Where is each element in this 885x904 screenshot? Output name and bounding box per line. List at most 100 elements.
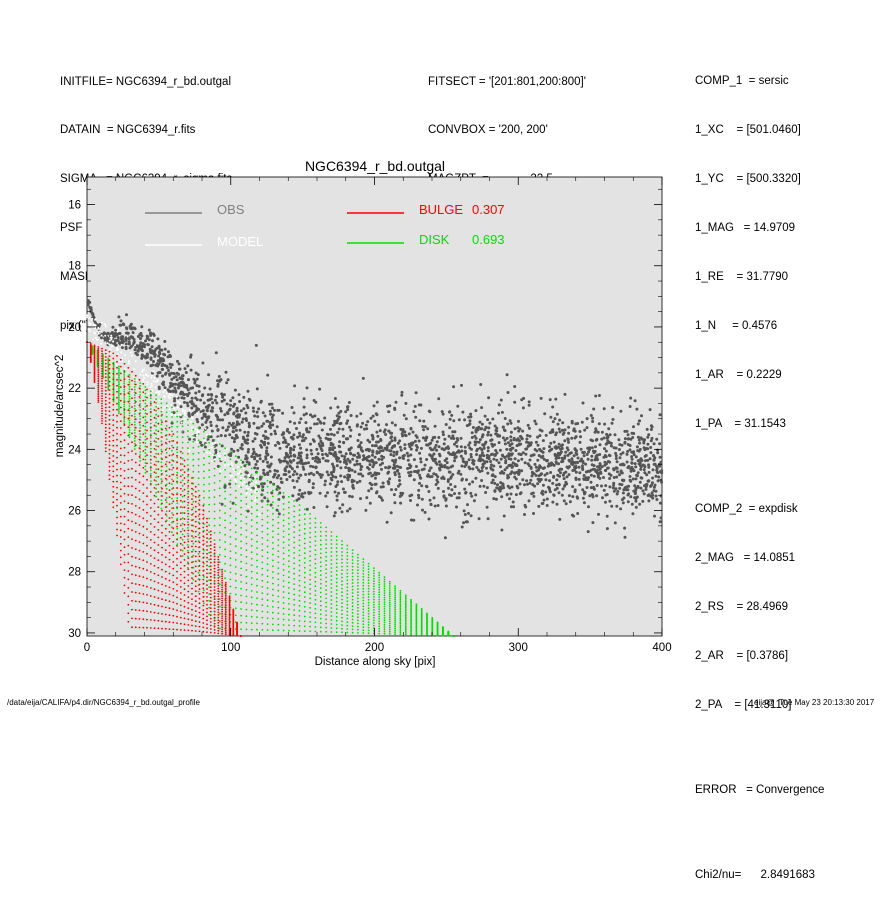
- disk-point: [224, 490, 227, 493]
- obs-point: [343, 490, 346, 494]
- obs-point: [261, 488, 265, 492]
- model-point: [192, 440, 195, 443]
- bulge-point: [93, 376, 96, 379]
- bulge-point: [101, 422, 103, 425]
- bulge-point: [104, 450, 107, 453]
- obs-point: [277, 498, 281, 501]
- obs-point: [527, 426, 531, 430]
- obs-point: [539, 473, 543, 477]
- disk-point: [452, 635, 455, 637]
- obs-point: [507, 464, 511, 467]
- obs-point: [247, 461, 251, 465]
- bulge-point: [89, 359, 92, 362]
- obs-point: [371, 450, 375, 454]
- disk-point: [309, 513, 311, 515]
- disk-point: [133, 421, 136, 423]
- disk-point: [234, 469, 237, 471]
- bulge-point: [172, 601, 175, 604]
- disk-point: [181, 555, 184, 557]
- obs-point: [603, 463, 607, 467]
- obs-point: [359, 465, 363, 469]
- obs-point: [353, 470, 357, 474]
- obs-point: [557, 427, 561, 431]
- disk-point: [91, 351, 94, 354]
- model-point: [150, 389, 153, 392]
- obs-point: [295, 465, 299, 469]
- disk-point: [341, 624, 343, 626]
- obs-point: [346, 478, 350, 482]
- obs-point: [377, 446, 381, 450]
- disk-point: [149, 444, 152, 446]
- obs-point: [408, 466, 412, 470]
- disk-point: [394, 619, 396, 622]
- obs-point: [364, 423, 368, 427]
- disk-point: [102, 365, 104, 368]
- disk-point: [426, 630, 428, 633]
- obs-point: [582, 450, 586, 454]
- obs-point: [193, 434, 197, 437]
- obs-point: [235, 409, 239, 413]
- obs-point: [237, 422, 241, 426]
- obs-point: [380, 458, 384, 461]
- obs-point: [626, 450, 630, 453]
- disk-point: [309, 578, 311, 581]
- obs-point: [529, 467, 533, 470]
- obs-point: [620, 498, 624, 502]
- disk-point: [351, 555, 354, 558]
- disk-point: [436, 623, 439, 625]
- disk-point: [447, 632, 450, 634]
- disk-point: [351, 621, 354, 624]
- disk-point: [155, 394, 158, 397]
- disk-point: [218, 457, 221, 460]
- obs-point: [273, 472, 277, 476]
- disk-point: [426, 623, 428, 626]
- obs-point: [174, 382, 178, 386]
- obs-point: [543, 473, 547, 477]
- obs-point: [611, 406, 615, 409]
- obs-point: [158, 360, 162, 364]
- disk-point: [288, 506, 290, 509]
- disk-point: [410, 624, 412, 626]
- obs-point: [302, 462, 306, 465]
- disk-point: [266, 527, 269, 530]
- model-point: [196, 441, 198, 444]
- obs-point: [328, 448, 332, 452]
- bulge-point: [89, 358, 92, 360]
- obs-point: [173, 403, 177, 407]
- disk-point: [256, 584, 258, 587]
- obs-point: [338, 506, 342, 510]
- obs-point: [344, 410, 348, 414]
- header-fitsect: FITSECT = '[201:801,200:800]': [428, 75, 586, 88]
- obs-point: [347, 466, 350, 470]
- obs-point: [492, 457, 496, 461]
- model-point: [206, 433, 208, 436]
- obs-point: [290, 467, 294, 471]
- model-point: [131, 354, 133, 357]
- disk-point: [362, 599, 365, 602]
- obs-point: [597, 512, 600, 516]
- disk-point: [155, 456, 158, 459]
- obs-point: [149, 356, 153, 360]
- obs-point: [576, 422, 580, 425]
- obs-point: [412, 410, 416, 413]
- model-point: [243, 481, 246, 484]
- disk-point: [325, 622, 327, 625]
- obs-point: [653, 514, 656, 518]
- disk-point: [128, 409, 131, 412]
- obs-point: [539, 455, 543, 459]
- obs-point: [593, 430, 597, 434]
- obs-point: [629, 467, 633, 471]
- obs-point: [649, 484, 653, 488]
- obs-point: [393, 460, 397, 464]
- obs-point: [422, 428, 426, 432]
- obs-point: [266, 441, 270, 445]
- obs-point: [551, 462, 555, 466]
- disk-point: [112, 375, 115, 377]
- disk-point: [187, 527, 189, 529]
- obs-point: [226, 378, 230, 382]
- obs-point: [516, 426, 520, 430]
- obs-point: [598, 467, 602, 471]
- disk-point: [293, 598, 296, 601]
- obs-point: [509, 492, 513, 496]
- obs-point: [366, 466, 369, 469]
